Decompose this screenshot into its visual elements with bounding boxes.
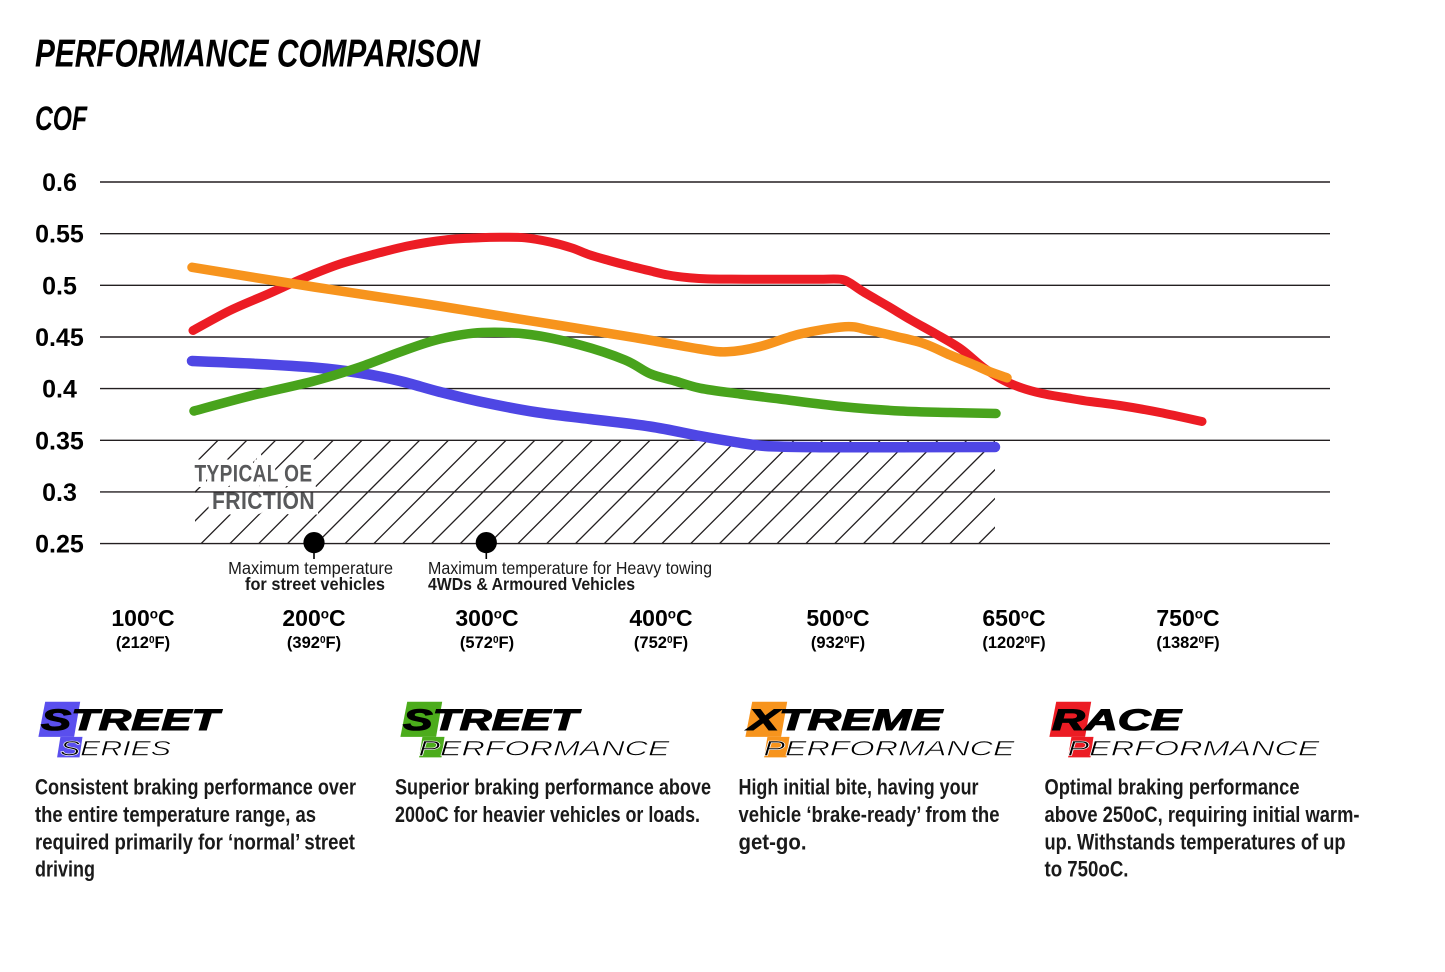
svg-text:(13820F): (13820F)	[1156, 634, 1219, 652]
svg-text:0.6: 0.6	[42, 169, 77, 197]
svg-text:for street vehicles: for street vehicles	[245, 574, 385, 594]
svg-text:(9320F): (9320F)	[811, 634, 865, 652]
svg-text:STREET: STREET	[41, 704, 223, 737]
svg-text:to 750oC.: to 750oC.	[1045, 857, 1129, 882]
svg-text:0.3: 0.3	[42, 479, 77, 507]
svg-text:0.35: 0.35	[35, 427, 84, 455]
svg-text:STREET: STREET	[403, 704, 582, 737]
svg-text:500oC: 500oC	[806, 605, 869, 631]
svg-text:(12020F): (12020F)	[982, 634, 1045, 652]
svg-text:0.5: 0.5	[42, 272, 77, 300]
svg-text:RACE: RACE	[1052, 704, 1182, 737]
svg-text:Superior braking performance a: Superior braking performance above	[395, 775, 711, 800]
svg-text:driving: driving	[35, 857, 95, 882]
svg-text:PERFORMANCE: PERFORMANCE	[1068, 737, 1322, 760]
svg-text:0.45: 0.45	[35, 324, 84, 352]
svg-text:TYPICAL OE: TYPICAL OE	[195, 461, 313, 488]
svg-text:Maximum temperature for Heavy: Maximum temperature for Heavy towing	[428, 558, 712, 578]
svg-text:COF: COF	[35, 100, 88, 138]
svg-text:650oC: 650oC	[982, 605, 1045, 631]
svg-text:required primarily for ‘normal: required primarily for ‘normal’ street	[35, 829, 355, 854]
svg-text:100oC: 100oC	[111, 605, 174, 631]
svg-text:0.4: 0.4	[42, 376, 77, 404]
svg-text:200oC for heavier vehicles or: 200oC for heavier vehicles or loads.	[395, 802, 700, 827]
svg-text:PERFORMANCE: PERFORMANCE	[764, 737, 1017, 760]
svg-text:0.55: 0.55	[35, 221, 84, 249]
svg-text:400oC: 400oC	[629, 605, 692, 631]
svg-text:(2120F): (2120F)	[116, 634, 170, 652]
svg-text:High initial bite, having your: High initial bite, having your	[739, 775, 979, 800]
svg-text:the entire temperature range,: the entire temperature range, as	[35, 802, 316, 827]
svg-text:(5720F): (5720F)	[460, 634, 514, 652]
svg-text:PERFORMANCE COMPARISON: PERFORMANCE COMPARISON	[35, 33, 481, 76]
svg-text:Consistent braking performance: Consistent braking performance over	[35, 775, 356, 800]
svg-text:get-go.: get-go.	[739, 829, 807, 854]
svg-text:200oC: 200oC	[282, 605, 345, 631]
svg-text:(3920F): (3920F)	[287, 634, 341, 652]
svg-text:4WDs & Armoured Vehicles: 4WDs & Armoured Vehicles	[428, 574, 635, 594]
svg-text:Maximum temperature: Maximum temperature	[228, 558, 393, 578]
svg-text:300oC: 300oC	[455, 605, 518, 631]
svg-text:SERIES: SERIES	[60, 737, 171, 760]
svg-text:up. Withstands temperatures of: up. Withstands temperatures of up	[1045, 829, 1346, 854]
svg-text:PERFORMANCE: PERFORMANCE	[419, 737, 672, 760]
svg-text:(7520F): (7520F)	[634, 634, 688, 652]
svg-text:XTREME: XTREME	[745, 704, 944, 737]
svg-text:vehicle ‘brake-ready’ from the: vehicle ‘brake-ready’ from the	[739, 802, 1000, 827]
svg-text:750oC: 750oC	[1156, 605, 1219, 631]
svg-text:above 250oC, requiring initial: above 250oC, requiring initial warm-	[1045, 802, 1360, 827]
svg-text:Optimal braking performance: Optimal braking performance	[1045, 775, 1300, 800]
svg-text:0.25: 0.25	[35, 531, 84, 559]
